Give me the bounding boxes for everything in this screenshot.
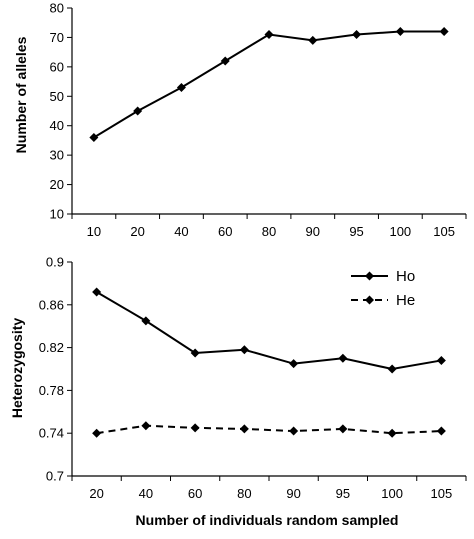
- x-tick-label: 80: [262, 224, 276, 239]
- y-axis-title-alleles: Number of alleles: [13, 36, 29, 153]
- data-point-he: [239, 424, 249, 434]
- data-point: [176, 82, 186, 92]
- x-tick-label: 40: [174, 224, 188, 239]
- data-point-ho: [387, 364, 397, 374]
- data-point-he: [338, 424, 348, 434]
- data-point-ho: [92, 287, 102, 297]
- series-line-ho: [96, 291, 442, 371]
- y-tick-label: 0.78: [39, 383, 64, 398]
- heterozygosity-chart: Heterozygosity Number of individuals ran…: [9, 255, 467, 528]
- x-tick-label: 60: [218, 224, 232, 239]
- data-point-he: [141, 421, 151, 431]
- data-point-ho: [190, 348, 200, 358]
- data-point-ho: [141, 316, 151, 326]
- y-tick-label: 0.86: [39, 297, 64, 312]
- data-point-ho: [289, 359, 299, 369]
- y-tick-label: 50: [50, 89, 64, 104]
- data-point-he: [387, 428, 397, 438]
- data-point: [264, 29, 274, 39]
- data-point-he: [289, 426, 299, 436]
- y-tick-label: 0.7: [46, 469, 64, 484]
- x-axis-title: Number of individuals random sampled: [136, 512, 399, 528]
- x-tick-label: 20: [130, 224, 144, 239]
- data-point-ho: [338, 353, 348, 363]
- x-tick-label: 100: [381, 486, 403, 501]
- x-tick-label: 20: [89, 486, 103, 501]
- x-tick-label: 90: [286, 486, 300, 501]
- data-point: [308, 35, 318, 45]
- data-point: [220, 56, 230, 66]
- legend-label-he: He: [396, 292, 415, 309]
- data-point-he: [436, 426, 446, 436]
- data-point: [133, 106, 143, 116]
- x-tick-label: 105: [433, 224, 455, 239]
- y-tick-label: 0.82: [39, 340, 64, 355]
- data-point-ho: [239, 345, 249, 355]
- y-tick-label: 70: [50, 30, 64, 45]
- x-tick-label: 60: [188, 486, 202, 501]
- x-tick-label: 90: [306, 224, 320, 239]
- y-axis-title-heterozygosity: Heterozygosity: [9, 318, 25, 419]
- data-point: [352, 29, 362, 39]
- y-tick-label: 80: [50, 1, 64, 16]
- legend-label-ho: Ho: [396, 268, 415, 285]
- y-tick-label: 20: [50, 177, 64, 192]
- alleles-chart: Number of alleles 10 20 30 40 50 60 70 80 10 20 40…: [13, 1, 467, 239]
- x-tick-label: 80: [237, 486, 251, 501]
- x-tick-label: 95: [349, 224, 363, 239]
- y-tick-label: 60: [50, 59, 64, 74]
- legend-marker-he: [365, 295, 374, 305]
- data-point-he: [190, 423, 200, 433]
- y-tick-label: 10: [50, 207, 64, 222]
- series-line: [93, 30, 445, 139]
- x-tick-label: 10: [87, 224, 101, 239]
- x-tick-label: 100: [389, 224, 411, 239]
- y-tick-label: 40: [50, 118, 64, 133]
- x-tick-label: 40: [139, 486, 153, 501]
- y-tick-label: 0.74: [39, 426, 64, 441]
- x-tick-label: 95: [336, 486, 350, 501]
- y-tick-label: 0.9: [46, 255, 64, 270]
- x-tick-label: 105: [431, 486, 453, 501]
- data-point-ho: [436, 355, 446, 365]
- y-tick-label: 30: [50, 148, 64, 163]
- data-point: [89, 132, 99, 142]
- legend-marker-ho: [365, 271, 374, 281]
- data-point-he: [92, 428, 102, 438]
- series-line-he: [96, 424, 442, 435]
- data-point: [439, 27, 449, 37]
- data-point: [395, 27, 405, 37]
